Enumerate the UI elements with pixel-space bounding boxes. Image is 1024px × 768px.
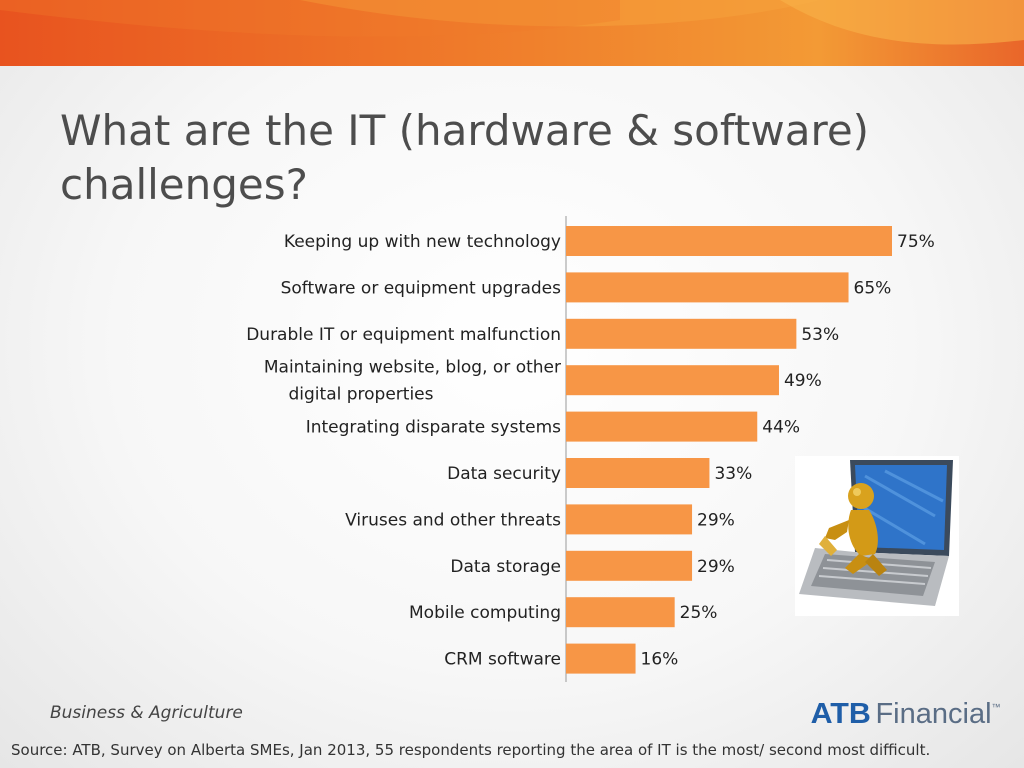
bar-1 [566,226,892,256]
header-band [0,0,1024,66]
category-label-3: Durable IT or equipment malfunction [246,325,561,345]
category-label-7: Viruses and other threats [345,510,561,530]
data-label-3: 53% [801,325,839,345]
data-label-7: 29% [697,510,735,530]
bar-chart: 75% Keeping up with new technology 65% Soft… [246,216,935,682]
data-label-8: 29% [697,557,735,577]
data-label-4: 49% [784,371,822,391]
logo-trademark: ™ [991,702,1001,712]
slide-title: What are the IT (hardware & software) ch… [60,106,870,209]
category-label-2: Software or equipment upgrades [281,278,562,298]
category-label-1: Keeping up with new technology [284,232,561,252]
bar-8 [566,550,693,581]
data-label-9: 25% [680,603,718,623]
bar-6 [566,458,710,488]
category-label-4: Maintaining website, blog, or other digit… [264,358,561,405]
category-label-8: Data storage [450,557,561,577]
atb-financial-logo: ATB Financial ™ [810,697,1001,730]
category-label-9: Mobile computing [409,603,561,623]
bar-4 [566,365,779,396]
logo-primary-text: ATB [810,697,871,730]
bar-10 [566,643,636,674]
gold-figure-on-laptop-icon [795,456,959,616]
data-label-1: 75% [897,232,935,252]
data-label-6: 33% [714,464,752,484]
source-note: Source: ATB, Survey on Alberta SMEs, Jan… [11,741,931,759]
bar-5 [566,411,758,442]
category-label-5: Integrating disparate systems [306,418,561,438]
bar-7 [566,504,693,535]
data-label-10: 16% [641,650,679,670]
data-label-2: 65% [854,278,892,298]
footer-division-label: Business & Agriculture [50,703,243,723]
bar-9 [566,597,675,628]
data-label-5: 44% [762,418,800,438]
category-label-6: Data security [447,464,561,484]
logo-secondary-text: Financial [875,697,992,730]
bar-2 [566,272,849,303]
bar-3 [566,318,797,349]
category-label-10: CRM software [444,650,561,670]
